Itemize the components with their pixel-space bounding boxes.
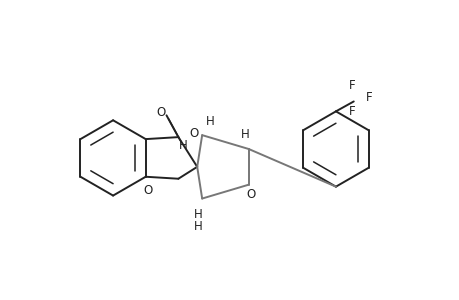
- Text: F: F: [365, 91, 372, 104]
- Text: F: F: [348, 79, 354, 92]
- Text: H: H: [193, 208, 202, 221]
- Text: H: H: [205, 115, 214, 128]
- Text: O: O: [156, 106, 165, 119]
- Text: H: H: [179, 139, 187, 152]
- Text: F: F: [348, 105, 354, 118]
- Text: H: H: [193, 220, 202, 233]
- Text: O: O: [189, 127, 198, 140]
- Text: O: O: [143, 184, 152, 197]
- Text: O: O: [246, 188, 255, 201]
- Text: H: H: [240, 128, 249, 141]
